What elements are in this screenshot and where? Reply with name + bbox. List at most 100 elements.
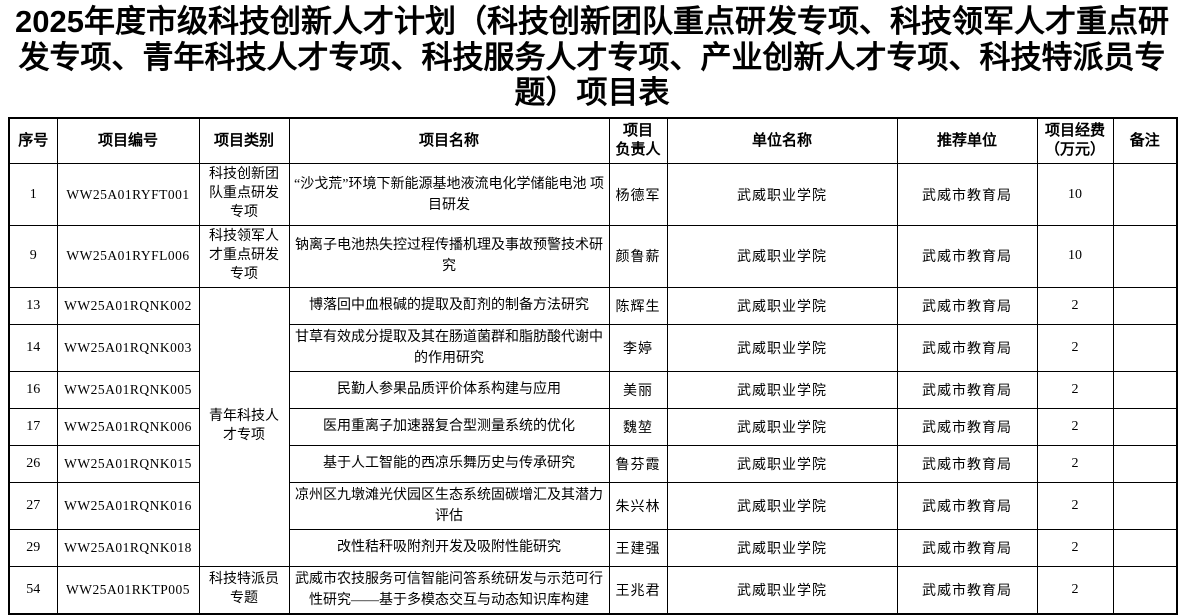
cell-seq: 14 (8, 323, 58, 372)
cell-unit: 武威职业学院 (666, 528, 898, 567)
cell-code: WW25A01RYFL006 (56, 225, 200, 288)
cell-seq: 27 (8, 481, 58, 530)
col-header-funding: 项目经费 （万元） (1036, 117, 1114, 165)
cell-seq: 9 (8, 225, 58, 288)
cell-name: 甘草有效成分提取及其在肠道菌群和脂肪酸代谢中的作用研究 (288, 323, 610, 372)
cell-name: “沙戈荒”环境下新能源基地液流电化学储能电池 项目研发 (288, 163, 610, 227)
cell-note (1112, 286, 1178, 325)
cell-note (1112, 407, 1178, 446)
cell-recommender: 武威市教育局 (896, 444, 1038, 483)
cell-unit: 武威职业学院 (666, 481, 898, 530)
cell-leader: 陈辉生 (608, 286, 668, 325)
cell-unit: 武威职业学院 (666, 323, 898, 372)
cell-funding: 2 (1036, 323, 1114, 372)
cell-seq: 1 (8, 163, 58, 227)
col-header-note: 备注 (1112, 117, 1178, 165)
cell-funding: 2 (1036, 481, 1114, 530)
cell-funding: 2 (1036, 565, 1114, 615)
cell-unit: 武威职业学院 (666, 286, 898, 325)
cell-category: 科技领军人才重点研发专项 (198, 225, 290, 288)
cell-funding: 10 (1036, 163, 1114, 227)
cell-recommender: 武威市教育局 (896, 163, 1038, 227)
projects-table: 序号 项目编号 项目类别 项目名称 项目 负责人 单位名称 推荐单位 项目经费 （万元） 备注 … (8, 116, 1178, 615)
cell-note (1112, 481, 1178, 530)
col-header-seq: 序号 (8, 117, 58, 165)
cell-recommender: 武威市教育局 (896, 323, 1038, 372)
table-row: 16 WW25A01RQNK005 民勤人参果品质评价体系构建与应用 美丽 武威职业学院… (8, 370, 1178, 409)
cell-code: WW25A01RQNK018 (56, 528, 200, 567)
cell-code: WW25A01RQNK006 (56, 407, 200, 446)
col-header-code: 项目编号 (56, 117, 200, 165)
cell-leader: 朱兴林 (608, 481, 668, 530)
col-header-leader: 项目 负责人 (608, 117, 668, 165)
col-header-unit: 单位名称 (666, 117, 898, 165)
cell-funding: 2 (1036, 444, 1114, 483)
cell-code: WW25A01RQNK002 (56, 286, 200, 325)
cell-name: 民勤人参果品质评价体系构建与应用 (288, 370, 610, 409)
cell-name: 凉州区九墩滩光伏园区生态系统固碳增汇及其潜力评估 (288, 481, 610, 530)
cell-funding: 2 (1036, 407, 1114, 446)
cell-recommender: 武威市教育局 (896, 528, 1038, 567)
cell-note (1112, 565, 1178, 615)
cell-recommender: 武威市教育局 (896, 225, 1038, 288)
cell-category: 科技创新团队重点研发专项 (198, 163, 290, 227)
col-header-name: 项目名称 (288, 117, 610, 165)
cell-name: 基于人工智能的西凉乐舞历史与传承研究 (288, 444, 610, 483)
cell-name: 医用重离子加速器复合型测量系统的优化 (288, 407, 610, 446)
cell-code: WW25A01RKTP005 (56, 565, 200, 615)
col-header-recommender: 推荐单位 (896, 117, 1038, 165)
cell-category: 青年科技人才专项 (198, 286, 290, 567)
cell-name: 博落回中血根碱的提取及酊剂的制备方法研究 (288, 286, 610, 325)
cell-note (1112, 528, 1178, 567)
cell-leader: 魏堃 (608, 407, 668, 446)
cell-unit: 武威职业学院 (666, 444, 898, 483)
cell-leader: 李婷 (608, 323, 668, 372)
cell-code: WW25A01RYFT001 (56, 163, 200, 227)
cell-leader: 杨德军 (608, 163, 668, 227)
cell-seq: 54 (8, 565, 58, 615)
cell-seq: 13 (8, 286, 58, 325)
col-header-category: 项目类别 (198, 117, 290, 165)
table-row: 9 WW25A01RYFL006 科技领军人才重点研发专项 钠离子电池热失控过程传播机… (8, 225, 1178, 288)
cell-code: WW25A01RQNK005 (56, 370, 200, 409)
cell-recommender: 武威市教育局 (896, 286, 1038, 325)
cell-unit: 武威职业学院 (666, 225, 898, 288)
cell-unit: 武威职业学院 (666, 370, 898, 409)
cell-leader: 颜鲁薪 (608, 225, 668, 288)
cell-leader: 王兆君 (608, 565, 668, 615)
cell-code: WW25A01RQNK016 (56, 481, 200, 530)
table-row: 26 WW25A01RQNK015 基于人工智能的西凉乐舞历史与传承研究 鲁芬霞 武威职… (8, 444, 1178, 483)
cell-note (1112, 323, 1178, 372)
document-page: 2025年度市级科技创新人才计划（科技创新团队重点研发专项、科技领军人才重点研发… (0, 4, 1184, 615)
cell-funding: 2 (1036, 286, 1114, 325)
table-header: 序号 项目编号 项目类别 项目名称 项目 负责人 单位名称 推荐单位 项目经费 （万元） 备注 (8, 117, 1178, 165)
header-row: 序号 项目编号 项目类别 项目名称 项目 负责人 单位名称 推荐单位 项目经费 （万元） 备注 (8, 117, 1178, 165)
cell-seq: 26 (8, 444, 58, 483)
page-title: 2025年度市级科技创新人才计划（科技创新团队重点研发专项、科技领军人才重点研发… (15, 4, 1169, 111)
table-row: 29 WW25A01RQNK018 改性秸秆吸附剂开发及吸附性能研究 王建强 武威职业学… (8, 528, 1178, 567)
cell-note (1112, 444, 1178, 483)
cell-unit: 武威职业学院 (666, 565, 898, 615)
cell-leader: 王建强 (608, 528, 668, 567)
cell-unit: 武威职业学院 (666, 163, 898, 227)
cell-leader: 美丽 (608, 370, 668, 409)
cell-seq: 29 (8, 528, 58, 567)
cell-funding: 2 (1036, 528, 1114, 567)
cell-name: 武威市农技服务可信智能问答系统研发与示范可行性研究——基于多模态交互与动态知识库… (288, 565, 610, 615)
cell-seq: 17 (8, 407, 58, 446)
cell-recommender: 武威市教育局 (896, 407, 1038, 446)
table-row: 13 WW25A01RQNK002 青年科技人才专项 博落回中血根碱的提取及酊剂的制备… (8, 286, 1178, 567)
cell-recommender: 武威市教育局 (896, 481, 1038, 530)
table-row: 27 WW25A01RQNK016 凉州区九墩滩光伏园区生态系统固碳增汇及其潜力评估… (8, 481, 1178, 530)
cell-name: 钠离子电池热失控过程传播机理及事故预警技术研究 (288, 225, 610, 288)
table-row: 14 WW25A01RQNK003 甘草有效成分提取及其在肠道菌群和脂肪酸代谢中的作… (8, 323, 1178, 372)
cell-note (1112, 370, 1178, 409)
cell-note (1112, 163, 1178, 227)
table-row: 17 WW25A01RQNK006 医用重离子加速器复合型测量系统的优化 魏堃 武威职业… (8, 407, 1178, 446)
cell-name: 改性秸秆吸附剂开发及吸附性能研究 (288, 528, 610, 567)
cell-leader: 鲁芬霞 (608, 444, 668, 483)
cell-recommender: 武威市教育局 (896, 565, 1038, 615)
cell-code: WW25A01RQNK003 (56, 323, 200, 372)
table-body: 1 WW25A01RYFT001 科技创新团队重点研发专项 “沙戈荒”环境下新能源基地… (8, 163, 1178, 615)
cell-funding: 2 (1036, 370, 1114, 409)
